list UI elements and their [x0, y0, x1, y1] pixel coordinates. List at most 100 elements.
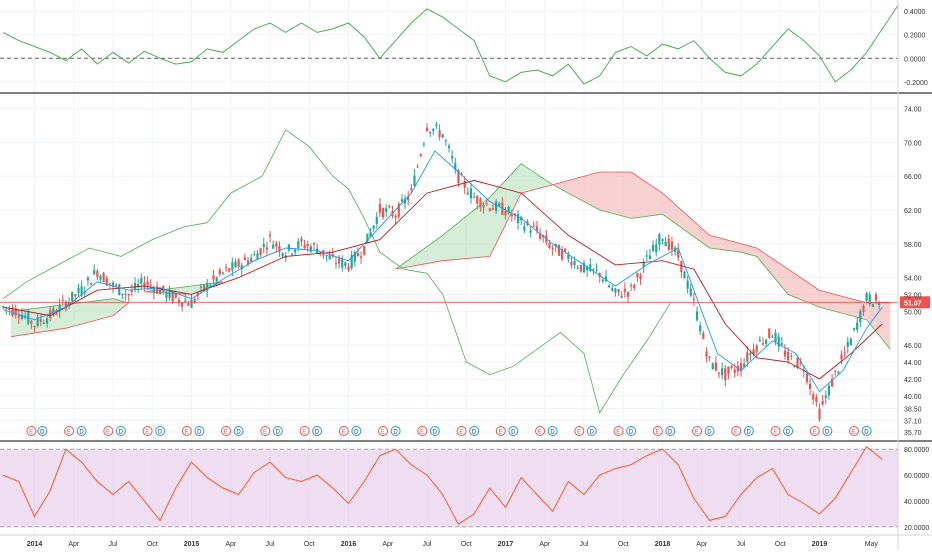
candle-up[interactable] — [642, 262, 645, 267]
candle-down[interactable] — [639, 274, 642, 279]
dividend-marker[interactable] — [37, 426, 48, 436]
candle-up[interactable] — [369, 231, 372, 237]
candle-down[interactable] — [485, 203, 488, 205]
candle-down[interactable] — [8, 307, 11, 311]
candle-up[interactable] — [372, 225, 375, 229]
candle-down[interactable] — [557, 244, 560, 256]
candle-up[interactable] — [52, 308, 55, 314]
candle-down[interactable] — [579, 264, 582, 272]
candle-up[interactable] — [234, 261, 237, 268]
candle-down[interactable] — [560, 249, 564, 260]
earnings-marker[interactable] — [652, 426, 663, 436]
candle-down[interactable] — [177, 299, 181, 303]
candle-up[interactable] — [67, 301, 71, 305]
candle-down[interactable] — [834, 370, 837, 372]
candle-up[interactable] — [71, 291, 74, 301]
candle-down[interactable] — [149, 285, 152, 287]
candle-down[interactable] — [476, 195, 479, 204]
candle-down[interactable] — [306, 243, 309, 247]
candle-up[interactable] — [878, 302, 881, 306]
candle-up[interactable] — [253, 254, 256, 256]
earnings-marker[interactable] — [613, 426, 624, 436]
candle-up[interactable] — [498, 203, 501, 207]
candle-up[interactable] — [353, 252, 356, 262]
candle-down[interactable] — [143, 282, 146, 288]
candle-up[interactable] — [209, 285, 212, 287]
candle-up[interactable] — [334, 263, 338, 265]
rsi-pane[interactable] — [0, 445, 898, 528]
candle-down[interactable] — [667, 238, 670, 250]
candle-up[interactable] — [576, 267, 579, 269]
candle-up[interactable] — [645, 255, 648, 257]
candle-down[interactable] — [438, 130, 441, 138]
candle-down[interactable] — [33, 326, 36, 328]
candle-down[interactable] — [124, 293, 127, 295]
candle-down[interactable] — [680, 261, 683, 273]
candle-up[interactable] — [45, 318, 49, 324]
candle-up[interactable] — [611, 288, 614, 291]
candle-up[interactable] — [375, 216, 378, 224]
candle-down[interactable] — [479, 198, 482, 208]
candle-up[interactable] — [206, 282, 209, 291]
candle-up[interactable] — [281, 253, 284, 257]
candle-up[interactable] — [699, 325, 702, 332]
candle-up[interactable] — [824, 395, 827, 399]
candle-down[interactable] — [17, 315, 20, 318]
candle-down[interactable] — [89, 283, 93, 285]
dividend-marker[interactable] — [469, 426, 480, 436]
candle-down[interactable] — [303, 245, 306, 248]
earnings-marker[interactable] — [260, 426, 271, 436]
candle-up[interactable] — [272, 244, 275, 249]
candle-up[interactable] — [469, 188, 473, 199]
candle-down[interactable] — [146, 281, 149, 285]
candle-down[interactable] — [202, 285, 206, 291]
candle-down[interactable] — [381, 208, 385, 218]
dividend-marker[interactable] — [390, 426, 401, 436]
candle-up[interactable] — [658, 234, 661, 245]
candle-up[interactable] — [121, 293, 124, 296]
candle-down[interactable] — [815, 397, 818, 402]
candle-down[interactable] — [708, 356, 711, 358]
lagging-span-line[interactable] — [2, 129, 671, 414]
candle-down[interactable] — [359, 256, 363, 258]
tenkan-line[interactable] — [2, 150, 883, 393]
candle-up[interactable] — [743, 363, 746, 367]
candle-down[interactable] — [416, 166, 419, 168]
candle-up[interactable] — [152, 288, 155, 293]
candle-down[interactable] — [874, 294, 878, 301]
candle-up[interactable] — [482, 204, 485, 208]
candle-down[interactable] — [268, 234, 272, 237]
earnings-marker[interactable] — [103, 426, 114, 436]
candle-up[interactable] — [400, 199, 404, 202]
candle-up[interactable] — [190, 299, 193, 308]
candle-up[interactable] — [849, 338, 853, 346]
candle-down[interactable] — [821, 401, 824, 405]
candle-up[interactable] — [793, 366, 796, 368]
candle-down[interactable] — [755, 345, 758, 352]
candle-up[interactable] — [118, 284, 121, 296]
candle-up[interactable] — [494, 201, 498, 212]
candle-down[interactable] — [626, 292, 630, 297]
candle-down[interactable] — [410, 188, 413, 190]
earnings-marker[interactable] — [849, 426, 860, 436]
candle-down[interactable] — [692, 298, 696, 300]
candle-down[interactable] — [224, 267, 228, 269]
candle-down[interactable] — [278, 245, 281, 252]
candle-down[interactable] — [127, 294, 130, 296]
candle-down[interactable] — [171, 292, 174, 302]
candle-down[interactable] — [727, 366, 730, 374]
candle-up[interactable] — [58, 304, 61, 312]
earnings-marker[interactable] — [142, 426, 153, 436]
dividend-marker[interactable] — [861, 426, 872, 436]
dividend-marker[interactable] — [665, 426, 676, 436]
candle-up[interactable] — [856, 322, 859, 330]
dividend-marker[interactable] — [429, 426, 440, 436]
candle-down[interactable] — [102, 272, 105, 282]
candle-up[interactable] — [294, 249, 297, 253]
candle-down[interactable] — [783, 350, 787, 357]
candle-up[interactable] — [661, 239, 664, 242]
earnings-marker[interactable] — [495, 426, 506, 436]
dividend-marker[interactable] — [626, 426, 637, 436]
